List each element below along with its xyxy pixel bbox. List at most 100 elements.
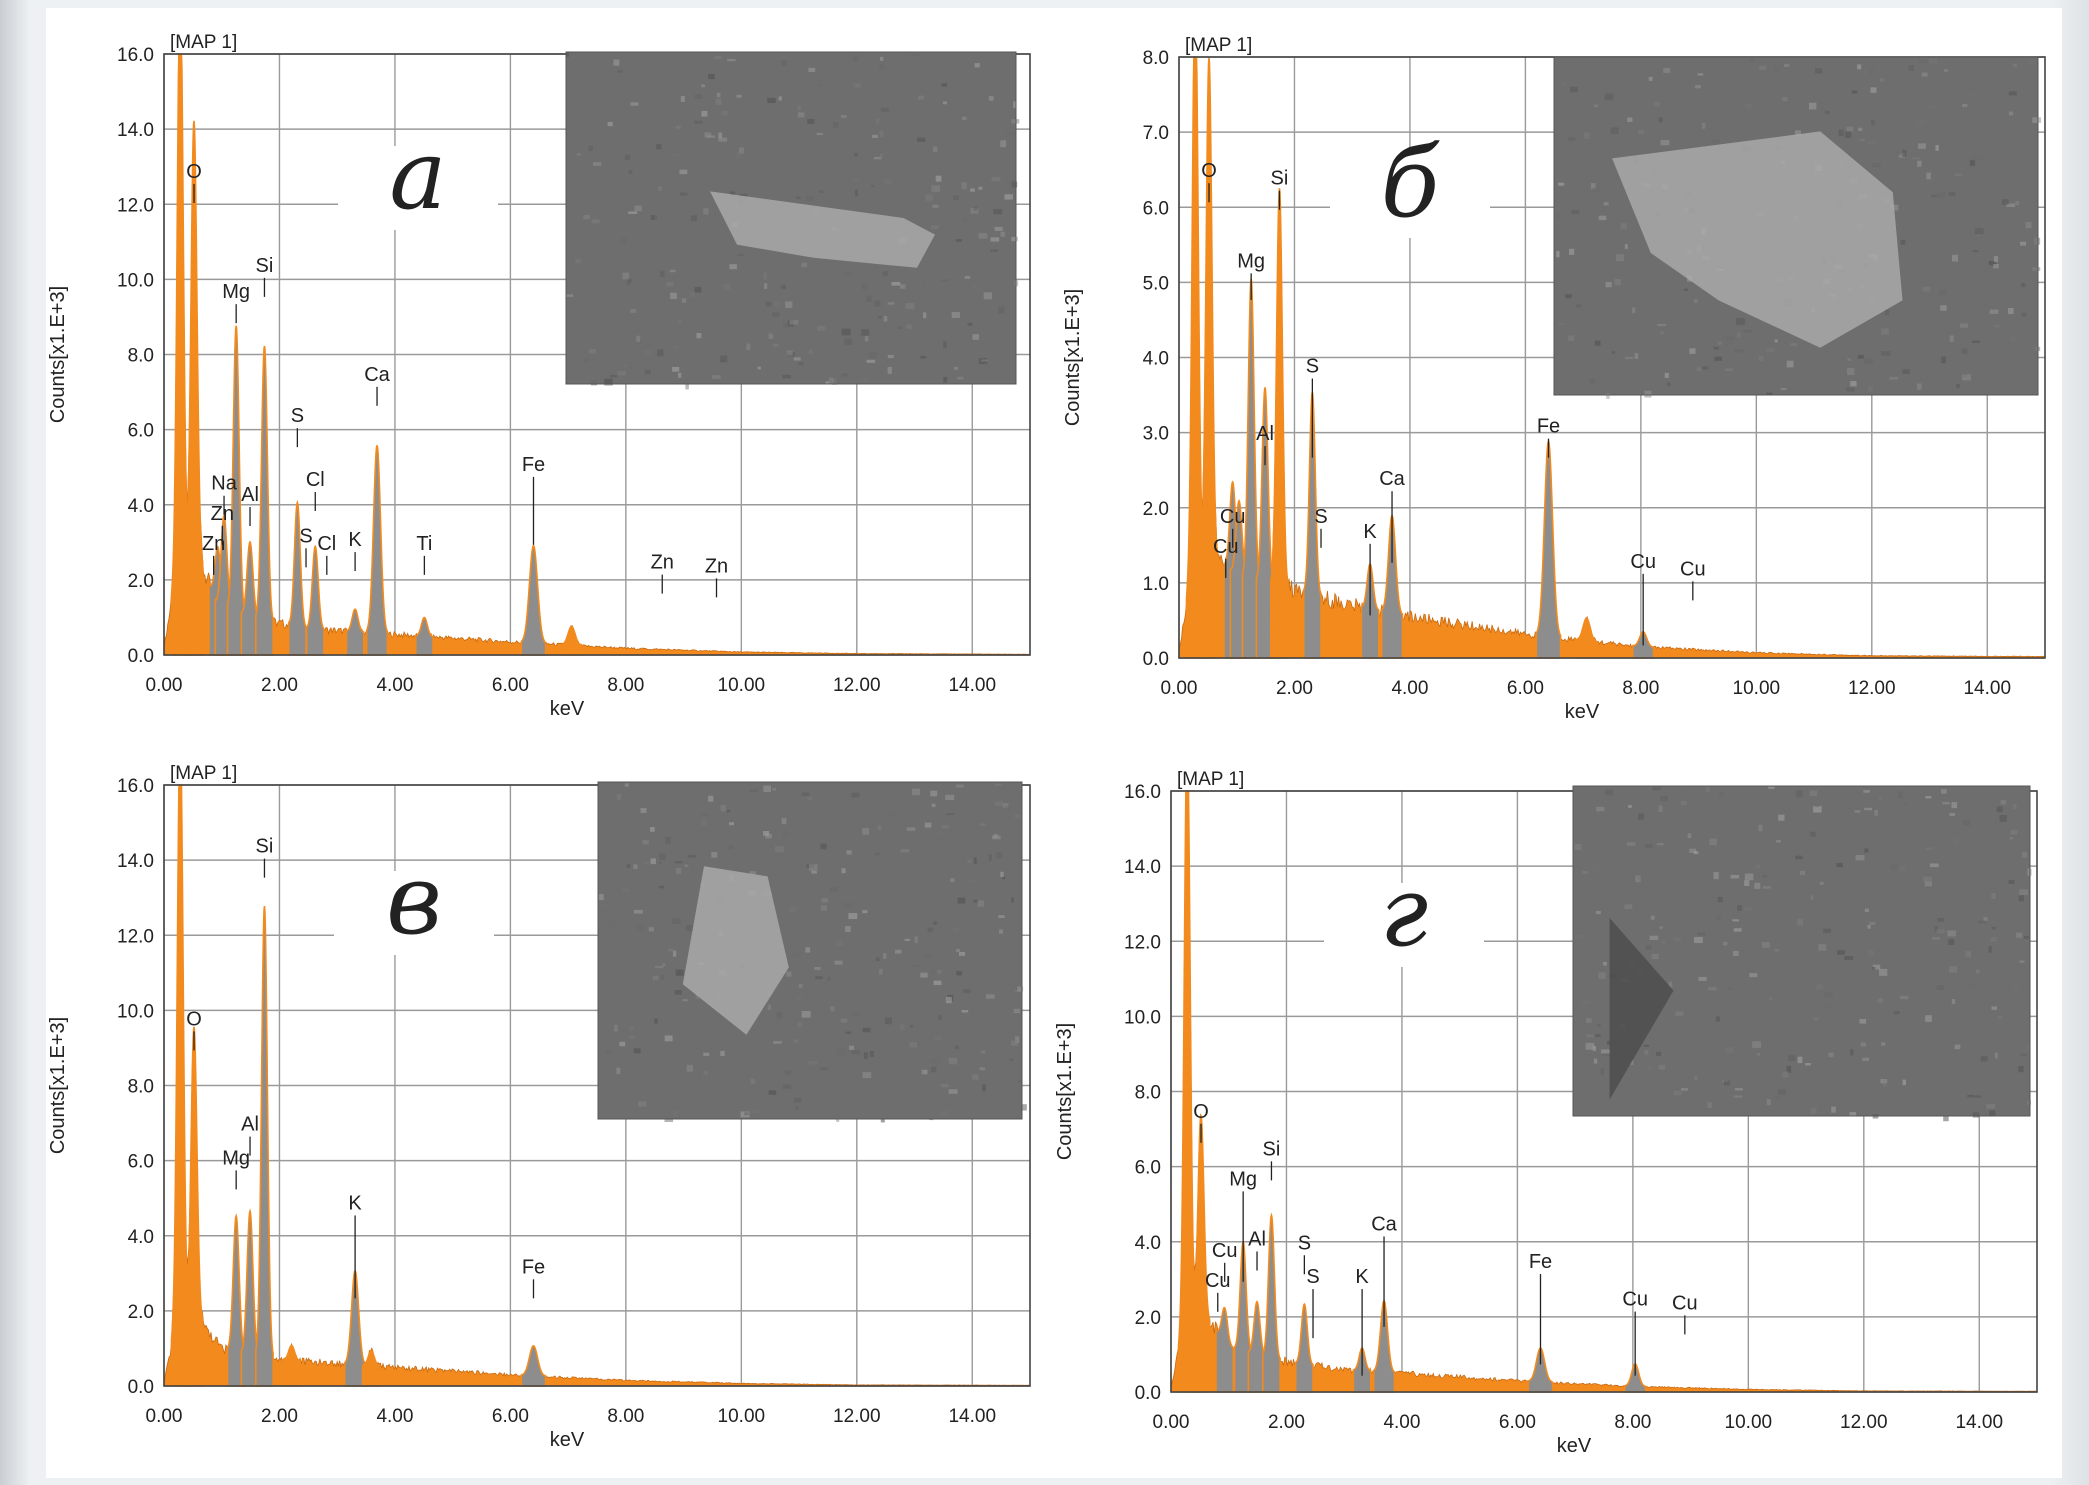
- micrograph-speck: [1847, 358, 1851, 361]
- micrograph-speck: [704, 132, 712, 138]
- micrograph-speck: [1924, 881, 1933, 887]
- micrograph-particle: [1612, 131, 1903, 348]
- micrograph-speck: [1586, 1018, 1592, 1023]
- micrograph-speck: [819, 1067, 828, 1070]
- micrograph-speck: [1846, 387, 1855, 392]
- element-label: Mg: [222, 1147, 250, 1169]
- micrograph-speck: [1967, 1094, 1974, 1098]
- micrograph-speck: [1780, 388, 1787, 391]
- micrograph-speck: [1678, 283, 1687, 286]
- micrograph-speck: [820, 905, 828, 911]
- micrograph-speck: [1996, 806, 2003, 813]
- micrograph-speck: [895, 949, 902, 954]
- micrograph-speck: [1986, 1104, 1996, 1109]
- element-label: S: [1298, 1232, 1311, 1254]
- micrograph-speck: [880, 107, 889, 112]
- micrograph-speck: [1000, 871, 1004, 878]
- x-tick-label: 4.00: [376, 1406, 413, 1427]
- micrograph-speck: [2009, 837, 2014, 840]
- micrograph-speck: [1810, 895, 1814, 901]
- micrograph-speck: [764, 1017, 768, 1023]
- micrograph-speck: [782, 831, 789, 838]
- micrograph-speck: [877, 825, 882, 830]
- micrograph-speck: [1925, 1015, 1932, 1022]
- micrograph-speck: [1014, 813, 1023, 819]
- micrograph-speck: [1769, 996, 1773, 1001]
- micrograph-speck: [1972, 250, 1979, 253]
- micrograph-speck: [1645, 945, 1652, 950]
- micrograph-speck: [1874, 810, 1878, 816]
- y-tick-label: 4.0: [128, 1227, 154, 1248]
- micrograph-speck: [925, 194, 933, 201]
- micrograph-speck: [1586, 1034, 1594, 1038]
- micrograph-speck: [711, 852, 718, 858]
- micrograph-speck: [817, 1080, 825, 1084]
- micrograph-speck: [1724, 1046, 1734, 1053]
- micrograph-speck: [1015, 1036, 1020, 1044]
- micrograph-speck: [1813, 1016, 1819, 1022]
- micrograph-speck: [1749, 58, 1755, 63]
- micrograph-speck: [1689, 348, 1696, 354]
- x-tick-label: 10.00: [718, 675, 766, 696]
- micrograph-speck: [1931, 194, 1937, 198]
- micrograph-speck: [851, 1012, 859, 1018]
- micrograph-speck: [714, 56, 722, 60]
- micrograph-speck: [708, 73, 715, 80]
- micrograph-speck: [1918, 143, 1926, 149]
- micrograph-speck: [634, 909, 643, 914]
- micrograph-speck: [1734, 349, 1744, 353]
- micrograph-speck: [583, 357, 589, 362]
- micrograph-speck: [694, 94, 703, 100]
- y-tick-label: 2.0: [128, 1302, 154, 1323]
- micrograph-speck: [662, 963, 666, 966]
- micrograph-speck: [1881, 328, 1889, 335]
- micrograph-speck: [701, 110, 708, 117]
- micrograph-speck: [634, 205, 642, 212]
- micrograph-speck: [1988, 260, 1996, 266]
- micrograph-speck: [792, 952, 801, 957]
- micrograph-particle: [682, 866, 789, 1035]
- panel-letter-backdrop: [334, 871, 494, 955]
- micrograph-speck: [1891, 864, 1898, 871]
- spectrum-peak: [520, 1344, 547, 1387]
- micrograph-speck: [798, 983, 803, 988]
- micrograph-speck: [825, 381, 830, 385]
- micrograph-speck: [782, 1084, 792, 1089]
- micrograph-speck: [665, 836, 671, 844]
- micrograph-speck: [968, 879, 976, 883]
- x-axis-label: keV: [550, 698, 585, 720]
- x-tick-label: 0.00: [1161, 678, 1198, 699]
- micrograph-speck: [784, 1070, 792, 1075]
- spectrum-peak: [1302, 392, 1322, 659]
- micrograph-speck: [1993, 264, 1999, 269]
- micrograph-speck: [1952, 838, 1959, 845]
- micrograph-speck: [1999, 815, 2007, 822]
- micrograph-speck: [1595, 1034, 1601, 1038]
- micrograph-speck: [983, 292, 993, 300]
- micrograph-speck: [1965, 951, 1972, 957]
- spectrum-peak: [1380, 513, 1404, 659]
- micrograph-speck: [1879, 968, 1888, 976]
- micrograph-speck: [1000, 140, 1007, 148]
- micrograph-speck: [763, 272, 767, 280]
- micrograph-speck: [1716, 914, 1722, 921]
- micrograph-speck: [658, 861, 662, 864]
- micrograph-speck: [1567, 137, 1576, 141]
- micrograph-speck: [992, 835, 1001, 840]
- spectrum-peak: [226, 325, 246, 656]
- micrograph-speck: [1664, 372, 1669, 378]
- y-tick-label: 8.0: [128, 346, 154, 367]
- micrograph-speck: [619, 1041, 626, 1047]
- micrograph-speck: [630, 102, 639, 106]
- micrograph-speck: [1660, 140, 1670, 146]
- x-tick-label: 12.00: [833, 1406, 881, 1427]
- micrograph-speck: [1658, 1064, 1666, 1070]
- element-label: Al: [241, 1114, 259, 1136]
- micrograph-speck: [991, 177, 1001, 182]
- element-label: Cl: [306, 469, 325, 491]
- micrograph-speck: [1745, 103, 1752, 109]
- micrograph-speck: [942, 101, 948, 105]
- micrograph-speck: [1828, 1052, 1834, 1058]
- micrograph-speck: [797, 105, 801, 111]
- micrograph-speck: [1937, 191, 1946, 199]
